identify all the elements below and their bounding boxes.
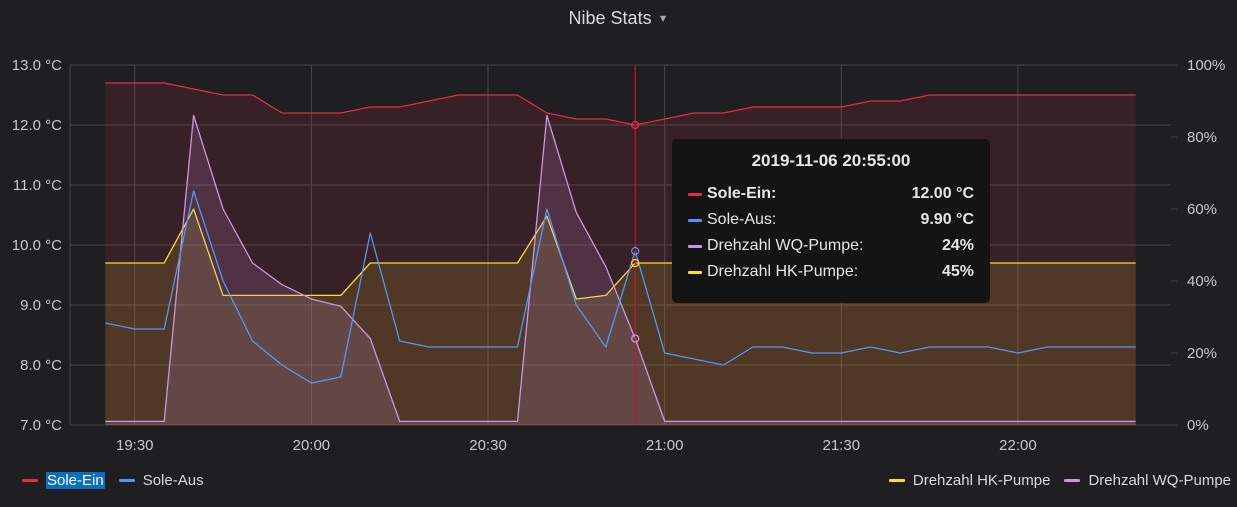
tooltip-label-sole-aus: Sole-Aus: <box>707 211 777 228</box>
legend-label-wq: Drehzahl WQ-Pumpe <box>1088 472 1231 489</box>
legend-label-hk: Drehzahl HK-Pumpe <box>912 472 1051 489</box>
hover-point-marker <box>631 258 640 268</box>
x-tick-label: 22:00 <box>999 437 1037 454</box>
tooltip-swatch-sole-ein <box>688 192 702 196</box>
y-left-tick-label: 12.0 °C <box>12 117 62 134</box>
tooltip-value-sole-aus: 9.90 °C <box>920 211 974 228</box>
tooltip-row-sole-aus: Sole-Aus: 9.90 °C <box>688 207 974 233</box>
tooltip-label-wq: Drehzahl WQ-Pumpe: <box>707 237 864 254</box>
y-right-tick-label: 0% <box>1187 417 1209 434</box>
x-tick-label: 20:00 <box>293 437 331 454</box>
hover-point-marker <box>631 120 640 130</box>
tooltip-swatch-sole-aus <box>688 218 702 222</box>
legend-swatch-hk <box>888 479 905 482</box>
x-tick-label: 21:00 <box>646 437 684 454</box>
series-sole-ein-line <box>105 82 1136 126</box>
legend-item-hk[interactable]: Drehzahl HK-Pumpe <box>888 472 1051 489</box>
y-right-tick-label: 60% <box>1187 201 1217 218</box>
tooltip-time: 2019-11-06 20:55:00 <box>751 151 911 170</box>
y-left-tick-label: 8.0 °C <box>20 357 62 374</box>
series-wq-pumpe-area <box>105 115 1136 426</box>
tooltip-value-wq: 24% <box>941 237 974 254</box>
legend-item-sole-aus[interactable]: Sole-Aus <box>118 472 204 489</box>
tooltip-row-wq: Drehzahl WQ-Pumpe: 24% <box>688 233 974 259</box>
legend-item-wq[interactable]: Drehzahl WQ-Pumpe <box>1064 472 1231 489</box>
tooltip-row-hk: Drehzahl HK-Pumpe: 45% <box>688 259 974 285</box>
y-right-tick-label: 100% <box>1187 57 1225 74</box>
legend-right: Drehzahl HK-Pumpe Drehzahl WQ-Pumpe <box>888 472 1231 489</box>
series-wq-pumpe-line <box>105 114 1136 423</box>
legend-swatch-wq <box>1064 479 1081 482</box>
tooltip-value-hk: 45% <box>941 263 974 280</box>
legend-left: Sole-Ein Sole-Aus <box>22 472 218 489</box>
y-left-tick-label: 13.0 °C <box>12 57 62 74</box>
panel-title[interactable]: Nibe Stats ▼ <box>0 8 1237 29</box>
tooltip-row-sole-ein: Sole-Ein: 12.00 °C <box>688 181 974 207</box>
y-left-tick-label: 9.0 °C <box>20 297 62 314</box>
y-right-tick-label: 80% <box>1187 129 1217 146</box>
tooltip-swatch-wq <box>688 244 702 248</box>
legend-swatch-sole-ein <box>22 479 38 482</box>
y-right-tick-label: 40% <box>1187 273 1217 290</box>
tooltip-value-sole-ein: 12.00 °C <box>911 185 974 202</box>
tooltip-label-sole-ein: Sole-Ein: <box>707 185 777 202</box>
x-tick-label: 21:30 <box>823 437 861 454</box>
line-chart[interactable]: 7.0 °C 8.0 °C 9.0 °C 10.0 °C 11.0 °C 12.0 °C 1… <box>0 0 1237 460</box>
series-sole-aus-line <box>105 190 1136 384</box>
hover-point-marker <box>631 334 640 343</box>
hover-point-marker <box>631 246 640 256</box>
legend-swatch-sole-aus <box>118 479 135 482</box>
legend-item-sole-ein[interactable]: Sole-Ein <box>22 472 105 489</box>
y-right-tick-label: 20% <box>1187 345 1217 362</box>
y-left-tick-label: 10.0 °C <box>12 237 62 254</box>
tooltip-swatch-hk <box>688 270 702 274</box>
chevron-down-icon[interactable]: ▼ <box>657 13 669 25</box>
y-left-tick-label: 11.0 °C <box>13 177 62 194</box>
y-left-tick-label: 7.0 °C <box>20 417 62 434</box>
legend-label-sole-ein: Sole-Ein <box>46 472 105 489</box>
tooltip-label-hk: Drehzahl HK-Pumpe: <box>707 263 859 280</box>
x-tick-label: 20:30 <box>469 437 507 454</box>
x-tick-label: 19:30 <box>116 437 154 454</box>
legend-label-sole-aus: Sole-Aus <box>142 472 204 489</box>
hover-tooltip: 2019-11-06 20:55:00 Sole-Ein: 12.00 °C S… <box>672 139 990 303</box>
panel-title-text: Nibe Stats <box>568 8 652 28</box>
